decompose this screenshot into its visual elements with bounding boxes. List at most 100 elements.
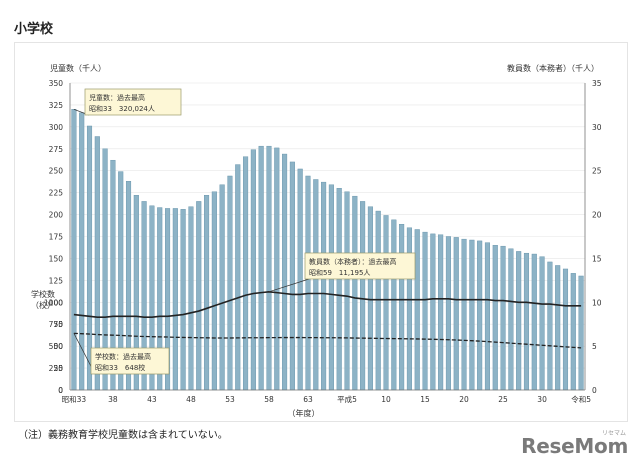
pupil-bar xyxy=(375,210,381,391)
brand-name: ReseMom xyxy=(521,434,628,458)
left-tick-label: 350 xyxy=(49,79,64,88)
pupil-bar xyxy=(516,251,522,391)
pupil-bar xyxy=(180,209,186,391)
pupil-bar xyxy=(289,161,295,391)
pupil-bar xyxy=(469,239,475,391)
callout-title: 教員数（本務者）：過去最高 xyxy=(309,257,397,266)
x-tick-label: 25 xyxy=(498,395,508,404)
left-tick-label: 50 xyxy=(53,342,63,351)
left-tick-label: 225 xyxy=(49,189,64,198)
x-tick-label: 10 xyxy=(381,395,391,404)
pupil-bar xyxy=(235,164,241,391)
x-axis-title: （年度） xyxy=(288,408,320,418)
x-tick-label: 63 xyxy=(303,395,313,404)
school-axis-title: （校） xyxy=(31,300,55,310)
pupil-bar xyxy=(500,245,506,391)
pupil-bar xyxy=(250,149,256,391)
left-tick-label: 150 xyxy=(49,254,64,263)
brand-sub: リセマム xyxy=(601,430,626,437)
school-tick-label: 0 xyxy=(58,386,63,395)
right-tick-label: 20 xyxy=(592,211,602,220)
school-tick-label: 250 xyxy=(49,364,64,373)
pupil-bar xyxy=(313,179,319,391)
left-tick-label: 175 xyxy=(49,233,64,242)
pupil-bar xyxy=(258,145,264,391)
pupil-bar xyxy=(211,191,217,391)
right-tick-label: 30 xyxy=(592,123,602,132)
x-tick-label: 平成5 xyxy=(337,394,357,404)
pupil-bar xyxy=(399,224,405,391)
pupil-bar xyxy=(523,252,530,391)
pupil-bar xyxy=(445,236,451,391)
callout-box xyxy=(90,347,170,375)
pupil-bar xyxy=(352,195,358,391)
left-tick-label: 125 xyxy=(49,276,64,285)
left-tick-label: 75 xyxy=(53,320,63,329)
left-tick-label: 25 xyxy=(53,364,63,373)
pupil-bar xyxy=(321,181,327,391)
left-tick-label: 300 xyxy=(49,123,64,132)
pupil-bar xyxy=(492,245,498,391)
school-tick-label: 500 xyxy=(49,342,64,351)
x-tick-label: 38 xyxy=(108,395,118,404)
pupil-bar xyxy=(430,233,436,391)
pupil-bar xyxy=(227,175,233,391)
pupil-bar xyxy=(274,147,280,391)
pupil-bar xyxy=(438,234,444,391)
pupil-bar xyxy=(391,219,397,391)
grid-lines xyxy=(70,82,585,391)
left-tick-label: 200 xyxy=(49,211,64,220)
right-tick-label: 0 xyxy=(592,386,597,395)
left-tick-label: 275 xyxy=(49,145,64,154)
pupil-bar xyxy=(477,240,483,391)
left-tick-label: 250 xyxy=(49,167,64,176)
pupil-bar xyxy=(539,256,545,391)
pupil-bars xyxy=(71,109,584,391)
schools-line xyxy=(73,332,582,349)
pupil-bar xyxy=(406,227,412,391)
pupil-bar xyxy=(555,265,561,391)
chart-panel: 0 25 50 75 100 125 150 175 200 225 250 275 300 325 350… xyxy=(14,42,628,422)
pupil-bar xyxy=(344,191,350,391)
pupil-bar xyxy=(453,237,459,391)
pupil-bar xyxy=(562,268,569,391)
left-tick-label: 100 xyxy=(49,298,64,307)
callout-leader xyxy=(268,278,310,293)
right-tick-label: 5 xyxy=(592,342,597,351)
page-title: 小学校 xyxy=(14,22,54,37)
pupil-bar xyxy=(422,231,428,391)
callout-title: 学校数：過去最高 xyxy=(95,352,151,361)
left-tick-label: 0 xyxy=(58,386,63,395)
pupil-bar xyxy=(243,156,249,391)
pupil-bar xyxy=(508,248,514,391)
pupil-bar xyxy=(328,184,334,391)
x-tick-label: 58 xyxy=(264,395,274,404)
callout-box xyxy=(304,252,416,280)
pupil-bar xyxy=(336,188,342,391)
pupil-bar xyxy=(297,168,303,391)
pupil-bar xyxy=(578,275,584,391)
pupil-bar xyxy=(172,208,178,391)
teachers-line xyxy=(73,290,582,318)
callout-value: 昭和33 648校 xyxy=(95,363,145,372)
pupil-bar xyxy=(196,201,202,391)
brand-logo: ReseMom リセマム xyxy=(521,430,628,458)
pupil-bar xyxy=(547,261,553,391)
x-tick-label: 15 xyxy=(420,395,430,404)
pupil-bar xyxy=(282,153,288,391)
axis-labels: 0255075100125150175200225250275300325350… xyxy=(31,63,602,418)
school-tick-label: 1000 xyxy=(44,298,63,307)
pupil-bar xyxy=(266,145,272,391)
x-tick-label: 43 xyxy=(147,395,157,404)
pupils-teachers-schools-chart: 0255075100125150175200225250275300325350… xyxy=(31,63,602,418)
callout-box xyxy=(84,88,182,116)
x-tick-label: 20 xyxy=(459,395,469,404)
pupil-bar xyxy=(414,229,420,391)
pupil-bar xyxy=(360,201,366,391)
school-tick-label: 750 xyxy=(49,320,64,329)
x-tick-label: 30 xyxy=(537,395,547,404)
pupil-bar xyxy=(204,195,210,391)
callout-value: 昭和59 11,195人 xyxy=(309,268,370,277)
right-tick-label: 10 xyxy=(592,298,602,307)
